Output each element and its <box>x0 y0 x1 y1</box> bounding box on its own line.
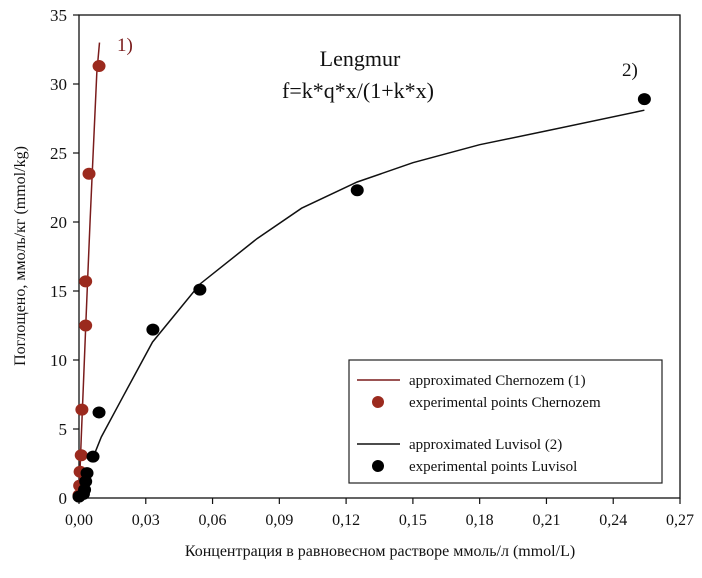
x-tick-label: 0,09 <box>265 512 293 529</box>
y-tick-label: 10 <box>50 351 67 370</box>
data-point-1 <box>75 403 89 416</box>
x-tick-label: 0,03 <box>132 512 160 529</box>
annotation-2: 2) <box>622 60 638 81</box>
y-tick-label: 0 <box>59 489 68 508</box>
y-tick-label: 30 <box>50 75 67 94</box>
legend-label-points-chernozem: experimental points Chernozem <box>409 395 601 411</box>
y-tick-label: 15 <box>50 282 67 301</box>
legend-label-approx-luvisol: approximated Luvisol (2) <box>409 437 562 453</box>
data-point-3 <box>92 406 106 419</box>
plot-area <box>72 42 651 503</box>
legend-marker-luvisol <box>372 460 384 472</box>
annotation-1: 1) <box>117 35 133 56</box>
data-point-1 <box>92 60 106 73</box>
y-tick-label: 20 <box>50 213 67 232</box>
y-tick-label: 5 <box>59 420 68 439</box>
chart-title: Lengmur <box>320 46 401 71</box>
x-tick-label: 0,06 <box>199 512 227 529</box>
x-axis-label: Концентрация в равновесном растворе ммол… <box>185 543 575 560</box>
y-axis-label: Поглощено, ммоль/кг (mmol/kg) <box>12 146 29 366</box>
data-point-1 <box>79 319 93 332</box>
data-point-3 <box>86 450 100 463</box>
x-tick-label: 0,15 <box>399 512 427 529</box>
legend-box <box>348 359 663 484</box>
data-point-1 <box>79 275 93 288</box>
plot-frame <box>78 14 681 499</box>
x-tick-label: 0,12 <box>332 512 360 529</box>
axes: 0,00 0,03 0,06 0,09 0,12 0,15 0,18 0,21 0,24 0,27… <box>50 6 694 529</box>
x-tick-label: 0,27 <box>666 512 694 529</box>
data-point-1 <box>74 449 88 462</box>
series-line-2 <box>92 109 645 458</box>
data-point-3 <box>146 323 160 336</box>
data-point-3 <box>80 467 94 480</box>
x-tick-label: 0,24 <box>599 512 627 529</box>
data-point-3 <box>193 283 207 296</box>
x-tick-label: 0,00 <box>65 512 93 529</box>
x-tick-label: 0,21 <box>532 512 560 529</box>
x-tick-label: 0,18 <box>466 512 494 529</box>
y-tick-label: 25 <box>50 144 67 163</box>
legend-label-points-luvisol: experimental points Luvisol <box>409 459 577 475</box>
data-point-3 <box>350 184 364 197</box>
legend-label-approx-chernozem: approximated Chernozem (1) <box>409 373 586 389</box>
data-point-1 <box>82 167 96 180</box>
chart-subtitle: f=k*q*x/(1+k*x) <box>282 78 434 103</box>
y-tick-label: 35 <box>50 6 67 25</box>
data-point-3 <box>637 93 651 106</box>
series-line-0 <box>78 42 101 499</box>
legend-marker-chernozem <box>372 396 384 408</box>
legend: approximated Chernozem (1) experimental … <box>348 359 663 484</box>
